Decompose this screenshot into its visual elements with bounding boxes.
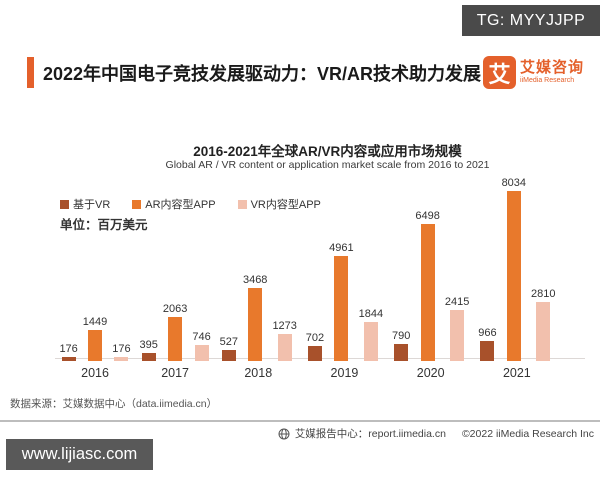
bar-segment: [194, 345, 209, 361]
globe-icon: [278, 428, 290, 439]
chart-subtitle: Global AR / VR content or application ma…: [165, 159, 490, 171]
bar-value-label: 176: [59, 343, 78, 355]
iimedia-logo-icon: 艾: [483, 56, 517, 89]
bar-segment: [363, 322, 378, 361]
bar-value-label: 1449: [82, 316, 108, 328]
bar-value-label: 176: [112, 343, 131, 355]
footer: 艾媒报告中心：report.iimedia.cn ©2022 iiMedia R…: [278, 426, 594, 441]
chart-title: 2016-2021年全球AR/VR内容或应用市场规模: [193, 144, 462, 159]
x-axis-tick-label: 2021: [502, 366, 531, 380]
legend-label: AR内容型APP: [145, 199, 216, 211]
year-group-2018: 527 3468 1273 2018: [220, 188, 297, 380]
bar-segment: [394, 344, 409, 361]
bar-groups: 176 1449 176 2016 395 2063 746 2017 527 3468 1273 2…: [55, 177, 560, 380]
bar-value-label: 1273: [272, 320, 297, 332]
iimedia-logo-text: 艾媒咨询 iiMedia Research: [520, 60, 584, 84]
footer-divider: [0, 420, 600, 422]
bar-segment: [61, 357, 76, 361]
legend-item-vr-content-app: VR内容型APP: [237, 196, 321, 212]
bar-value-label: 790: [392, 330, 411, 342]
bar-segment: [168, 317, 183, 361]
telegram-watermark-badge: TG: MYYJJPP: [462, 5, 600, 36]
footer-report-center: 艾媒报告中心：report.iimedia.cn: [294, 428, 446, 440]
bar-value-label: 2415: [444, 296, 470, 308]
logo-name-en: iiMedia Research: [520, 76, 575, 84]
footer-copyright: ©2022 iiMedia Research Inc: [461, 427, 594, 440]
iimedia-logo: 艾 艾媒咨询 iiMedia Research: [483, 56, 584, 89]
year-group-2019: 702 4961 1844 2019: [306, 188, 383, 380]
bar-value-label: 3468: [242, 274, 268, 286]
legend-item-ar-content-app: AR内容型APP: [132, 196, 216, 212]
bar-segment: [88, 330, 103, 361]
year-group-2020: 790 6498 2415 2020: [392, 188, 469, 380]
unit-label: 单位：百万美元: [60, 218, 148, 232]
bar-value-label: 6498: [415, 210, 440, 222]
legend-swatch-icon: [132, 199, 142, 209]
bar-value-label: 4961: [329, 242, 354, 254]
bar-segment: [277, 334, 292, 361]
bar-value-label: 8034: [501, 177, 527, 189]
x-axis-tick-label: 2016: [81, 366, 109, 380]
page-header: 2022年中国电子竞技发展驱动力：VR/AR技术助力发展 艾 艾媒咨询 iiMe…: [27, 56, 596, 89]
year-group-2021: 966 8034 2810 2021: [478, 177, 556, 380]
bar-segment: [141, 353, 156, 361]
bar-segment: [506, 191, 521, 361]
logo-name-cn: 艾媒咨询: [520, 59, 585, 77]
bar-segment: [450, 310, 465, 361]
bar-value-label: 395: [139, 339, 158, 351]
x-axis-tick-label: 2019: [330, 366, 359, 380]
bar-value-label: 2063: [162, 303, 188, 315]
bar-value-label: 527: [219, 336, 238, 348]
year-group-2016: 176 1449 176 2016: [59, 188, 130, 380]
bar-segment: [480, 341, 495, 361]
title-accent-bar: [27, 57, 34, 88]
bar-value-label: 966: [478, 327, 497, 339]
bar-value-label: 702: [305, 332, 325, 344]
year-group-2017: 395 2063 746 2017: [140, 188, 211, 380]
x-axis-tick-label: 2017: [161, 366, 190, 380]
bar-segment: [536, 302, 551, 361]
chart-legend: 基于VR AR内容型APP VR内容型APP: [60, 196, 321, 212]
bar-value-label: 2810: [531, 288, 556, 300]
bar-value-label: 1844: [358, 308, 384, 320]
legend-swatch-icon: [237, 199, 247, 209]
bar-segment: [420, 224, 435, 361]
site-watermark: www.lijiasc.com: [6, 439, 153, 470]
x-axis-tick-label: 2018: [244, 366, 273, 380]
page-title: 2022年中国电子竞技发展驱动力：VR/AR技术助力发展: [43, 63, 482, 84]
x-axis-tick-label: 2020: [416, 366, 445, 380]
bar-segment: [334, 256, 349, 361]
bar-segment: [221, 350, 236, 361]
legend-label: 基于VR: [73, 199, 111, 211]
bar-segment: [307, 346, 322, 361]
bar-chart: 176 1449 176 2016 395 2063 746 2017 527 3468 1273 2…: [55, 177, 585, 380]
data-source-note: 数据来源：艾媒数据中心（data.iimedia.cn）: [10, 398, 218, 410]
legend-swatch-icon: [60, 199, 69, 209]
legend-label: VR内容型APP: [250, 199, 321, 211]
bar-segment: [114, 357, 129, 361]
bar-value-label: 746: [192, 331, 211, 343]
legend-item-vr-based: 基于VR: [60, 196, 110, 212]
bar-segment: [248, 288, 263, 361]
